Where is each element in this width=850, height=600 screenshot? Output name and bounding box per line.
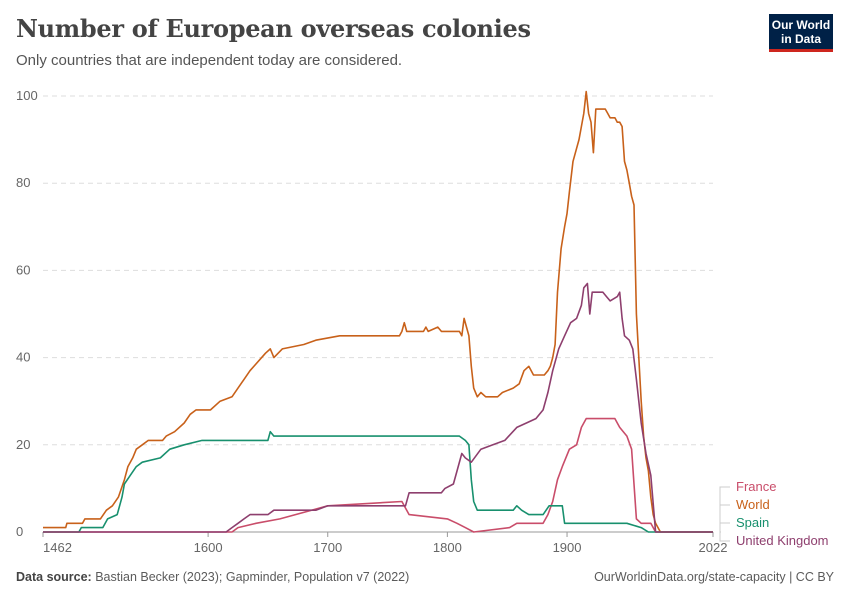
source-text: Bastian Becker (2023); Gapminder, Popula… [95, 570, 410, 584]
legend-connector [719, 522, 730, 533]
x-tick-label: 1700 [313, 540, 342, 555]
y-tick-label: 20 [16, 437, 30, 452]
logo-text: Our World in Data [771, 18, 831, 46]
x-tick-label: 1900 [553, 540, 582, 555]
legend-label: World [736, 497, 770, 512]
owid-logo[interactable]: Our World in Data [769, 14, 833, 52]
series-line-world [43, 90, 713, 533]
legend-label: Spain [736, 515, 769, 530]
x-tick-label: 1462 [43, 540, 72, 555]
page-title: Number of European overseas colonies [16, 14, 531, 43]
source-label: Data source: [16, 570, 92, 584]
legend-label: France [736, 479, 776, 494]
y-tick-label: 0 [16, 524, 23, 539]
data-source: Data source: Bastian Becker (2023); Gapm… [16, 570, 409, 584]
y-tick-label: 60 [16, 262, 30, 277]
legend-connector [719, 531, 730, 542]
series-line-spain [43, 430, 713, 533]
legend-label: United Kingdom [736, 533, 829, 548]
subtitle: Only countries that are independent toda… [16, 52, 403, 69]
x-tick-label: 2022 [699, 540, 728, 555]
y-tick-label: 80 [16, 175, 30, 190]
legend-connector [719, 504, 730, 533]
y-tick-label: 100 [16, 88, 38, 103]
source-url[interactable]: OurWorldinData.org/state-capacity | CC B… [594, 570, 834, 584]
y-tick-label: 40 [16, 350, 30, 365]
x-tick-label: 1800 [433, 540, 462, 555]
series-line-united-kingdom [43, 282, 713, 533]
legend-connector [719, 486, 730, 533]
x-tick-label: 1600 [194, 540, 223, 555]
